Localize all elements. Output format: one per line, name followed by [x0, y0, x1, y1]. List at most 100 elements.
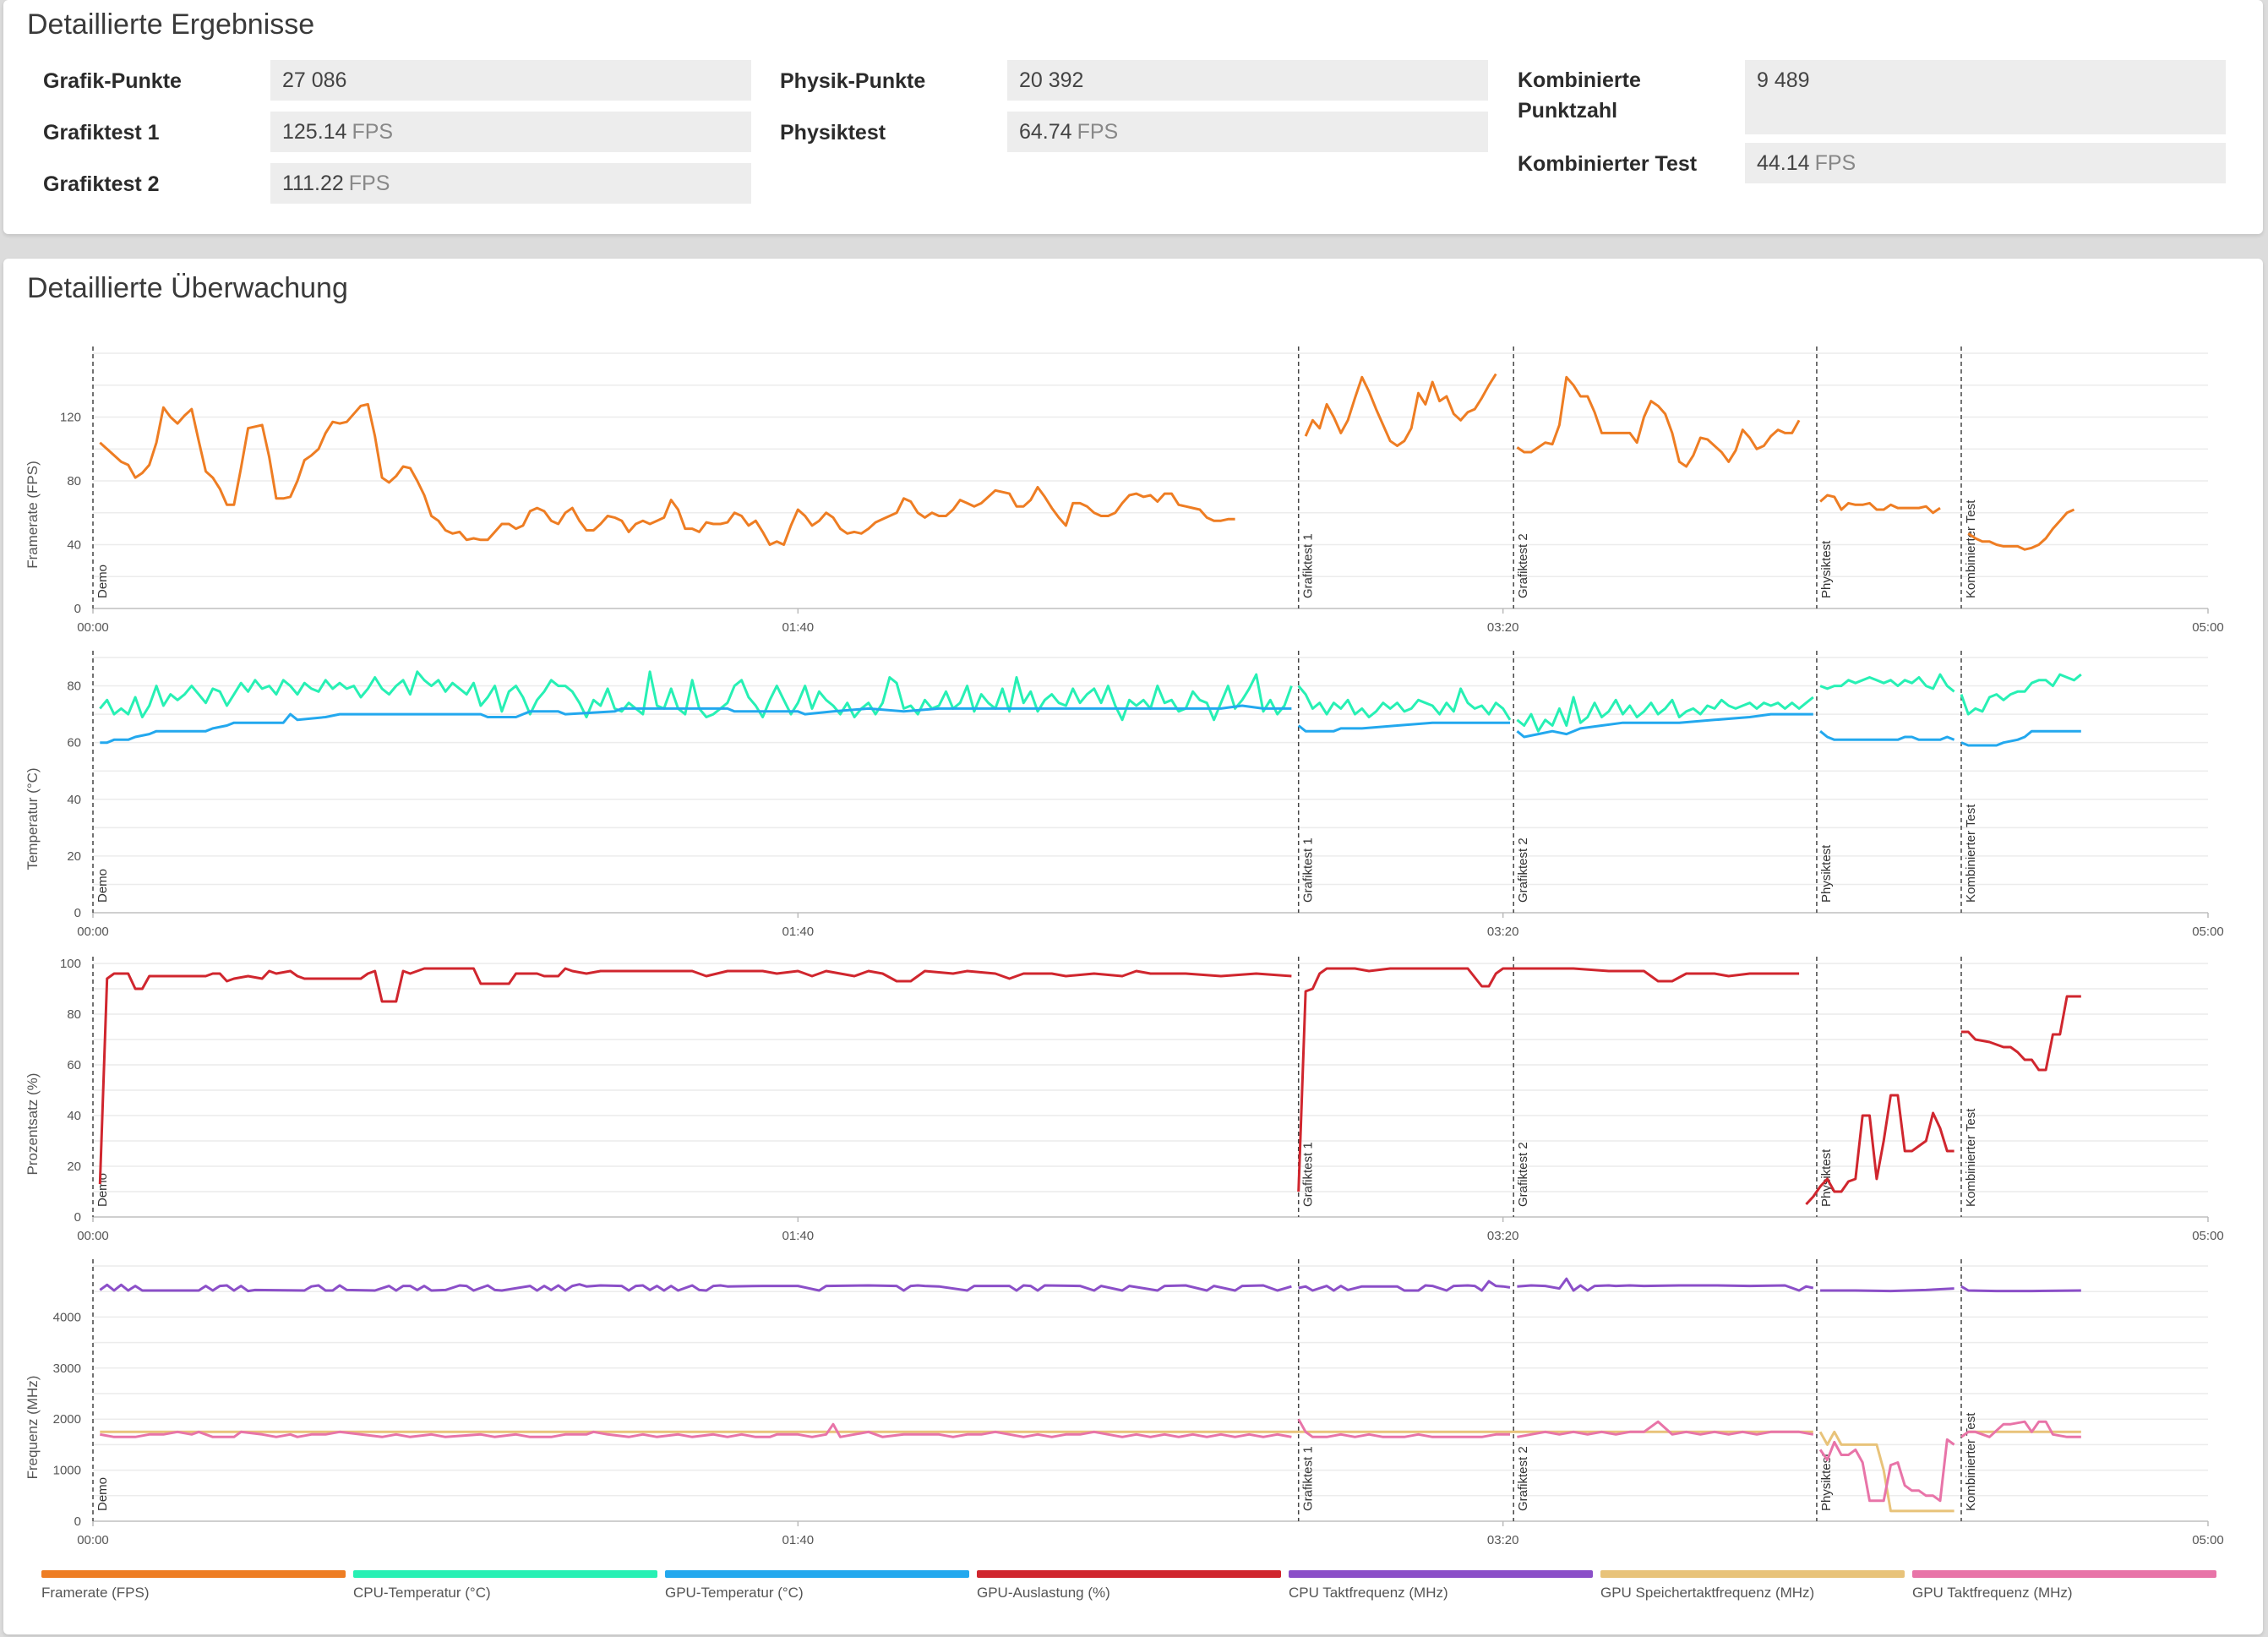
y-tick-label: 0: [74, 906, 81, 920]
legend-swatch: [1912, 1570, 2216, 1578]
test-marker-label: Demo: [95, 565, 110, 598]
series-line: [1297, 721, 1510, 733]
series-line: [1516, 375, 1801, 468]
test-marker-label: Physiktest: [1819, 844, 1834, 903]
y-axis-label: Temperatur (°C): [25, 767, 41, 870]
test-marker-label: Physiktest: [1819, 540, 1834, 598]
test-marker-label: Grafiktest 2: [1516, 533, 1530, 598]
legend-item-framerate[interactable]: Framerate (FPS): [41, 1570, 346, 1602]
test-marker-label: Kombinierter Test: [1964, 1108, 1978, 1207]
physics-score-value: 20 392: [1007, 60, 1488, 101]
x-tick-label: 03:20: [1487, 925, 1519, 939]
series-line: [1961, 995, 2081, 1072]
series-line: [1298, 1280, 1511, 1292]
test-marker-label: Physiktest: [1819, 1149, 1834, 1207]
x-tick-label: 03:20: [1487, 1533, 1519, 1547]
series-line: [1297, 685, 1512, 721]
series-line: [1297, 1418, 1510, 1438]
legend-item-gpu-clock[interactable]: GPU Taktfrequenz (MHz): [1912, 1570, 2216, 1602]
test-marker-label: Demo: [95, 1477, 110, 1511]
y-tick-label: 120: [60, 411, 81, 425]
x-tick-label: 00:00: [77, 620, 109, 635]
legend-label: GPU Speichertaktfrequenz (MHz): [1600, 1585, 1815, 1601]
results-panel: Detaillierte Ergebnisse Grafik-Punkte 27…: [3, 0, 2263, 234]
physics-score-label: Physik-Punkte: [780, 69, 926, 93]
test-marker-label: Grafiktest 2: [1516, 838, 1530, 903]
series-line: [1517, 1277, 1814, 1292]
y-tick-label: 80: [67, 1007, 81, 1022]
physics-test-label: Physiktest: [780, 121, 886, 145]
x-tick-label: 00:00: [77, 925, 109, 939]
test-marker-label: Kombinierter Test: [1964, 499, 1978, 598]
x-tick-label: 05:00: [2192, 1229, 2224, 1243]
test-marker-label: Demo: [95, 1173, 110, 1207]
legend-label: CPU-Temperatur (°C): [353, 1585, 491, 1601]
legend-label: GPU-Auslastung (%): [977, 1585, 1110, 1601]
legend-item-cpu-clock[interactable]: CPU Taktfrequenz (MHz): [1289, 1570, 1593, 1602]
legend-swatch: [1289, 1570, 1593, 1578]
test-marker-label: Grafiktest 1: [1301, 838, 1316, 903]
y-tick-label: 60: [67, 736, 81, 750]
y-tick-label: 60: [67, 1058, 81, 1072]
series-line: [1805, 1094, 1955, 1206]
series-line: [1818, 1438, 1955, 1503]
series-line: [1967, 508, 2075, 551]
monitoring-panel: Detaillierte Überwachung: [3, 259, 2263, 1634]
legend-swatch: [977, 1570, 1281, 1578]
test-marker-label: Kombinierter Test: [1964, 804, 1978, 903]
graphics-score-value: 27 086: [270, 60, 751, 101]
legend-item-gpu-memory-clock[interactable]: GPU Speichertaktfrequenz (MHz): [1600, 1570, 1905, 1602]
series-line: [1297, 967, 1800, 1192]
y-tick-label: 2000: [53, 1412, 81, 1427]
series-line: [99, 670, 1293, 722]
y-axis-label: Frequenz (MHz): [25, 1376, 41, 1480]
legend-label: Framerate (FPS): [41, 1585, 150, 1601]
legend-swatch: [41, 1570, 346, 1578]
graphics-test-2-label: Grafiktest 2: [43, 172, 160, 196]
y-tick-label: 4000: [53, 1310, 81, 1324]
legend-label: GPU-Temperatur (°C): [665, 1585, 804, 1601]
x-tick-label: 01:40: [782, 925, 815, 939]
x-tick-label: 01:40: [782, 1229, 815, 1243]
graphics-test-1-label: Grafiktest 1: [43, 121, 160, 145]
combined-test-value: 44.14 FPS: [1745, 143, 2226, 183]
combined-score-label: Kombinierte Punktzahl: [1518, 68, 1641, 123]
legend-item-gpu-temperature[interactable]: GPU-Temperatur (°C): [665, 1570, 969, 1602]
graphics-test-2-value: 111.22 FPS: [270, 163, 751, 204]
y-tick-label: 0: [74, 1514, 81, 1529]
physics-test-value: 64.74 FPS: [1007, 112, 1488, 152]
x-tick-label: 05:00: [2192, 925, 2224, 939]
series-line: [100, 1422, 1292, 1438]
legend-item-gpu-load[interactable]: GPU-Auslastung (%): [977, 1570, 1281, 1602]
y-axis-label: Framerate (FPS): [25, 461, 41, 569]
series-line: [1516, 696, 1814, 733]
test-marker-label: Grafiktest 1: [1301, 1142, 1316, 1207]
y-tick-label: 100: [60, 957, 81, 971]
series-line: [100, 704, 1292, 745]
series-line: [1818, 1430, 1955, 1513]
test-marker-label: Demo: [95, 869, 110, 903]
series-line: [1960, 1420, 2081, 1438]
x-tick-label: 05:00: [2192, 620, 2224, 635]
series-line: [98, 967, 1292, 1185]
test-marker-label: Grafiktest 2: [1516, 1446, 1530, 1511]
y-tick-label: 20: [67, 1160, 81, 1174]
y-tick-label: 40: [67, 1109, 81, 1123]
y-tick-label: 40: [67, 538, 81, 553]
series-line: [1820, 1287, 1955, 1293]
y-tick-label: 3000: [53, 1361, 81, 1376]
series-line: [1960, 729, 2081, 747]
x-tick-label: 01:40: [782, 1533, 815, 1547]
monitoring-title: Detaillierte Überwachung: [27, 272, 348, 304]
y-tick-label: 0: [74, 602, 81, 616]
x-tick-label: 03:20: [1487, 620, 1519, 635]
legend-item-cpu-temperature[interactable]: CPU-Temperatur (°C): [353, 1570, 657, 1602]
graphics-test-1-value: 125.14 FPS: [270, 112, 751, 152]
y-tick-label: 40: [67, 793, 81, 807]
combined-test-label: Kombinierter Test: [1518, 152, 1698, 176]
x-tick-label: 05:00: [2192, 1533, 2224, 1547]
series-line: [1517, 1420, 1814, 1438]
y-tick-label: 80: [67, 679, 81, 694]
legend-label: CPU Taktfrequenz (MHz): [1289, 1585, 1448, 1601]
